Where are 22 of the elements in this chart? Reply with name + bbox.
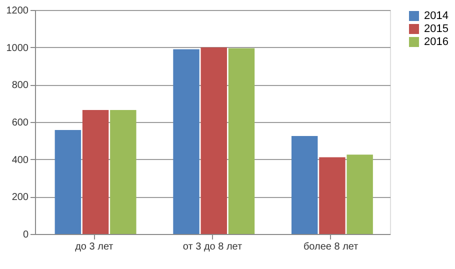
- y-tick-label: 400: [12, 154, 29, 166]
- y-tick-label: 1200: [6, 6, 29, 16]
- legend-label: 2014: [424, 10, 448, 22]
- x-tick-label: более 8 лет: [303, 242, 359, 252]
- y-tick-label: 800: [12, 80, 29, 92]
- legend-label: 2016: [424, 36, 448, 48]
- y-tick-label: 0: [22, 230, 29, 240]
- bar: [54, 130, 82, 234]
- bar: [110, 110, 136, 234]
- legend-label: 2015: [424, 23, 448, 35]
- x-tick-label: до 3 лет: [75, 242, 114, 252]
- bar: [346, 154, 373, 234]
- bar: [82, 110, 109, 234]
- bar: [200, 47, 227, 234]
- x-tick-label: от 3 до 8 лет: [182, 242, 243, 252]
- y-tick-label: 200: [12, 192, 29, 204]
- bar: [319, 157, 346, 234]
- bar: [228, 48, 255, 234]
- y-tick-label: 600: [12, 118, 29, 128]
- y-tick-label: 1000: [6, 42, 29, 54]
- bar: [173, 49, 200, 234]
- bar: [291, 136, 318, 234]
